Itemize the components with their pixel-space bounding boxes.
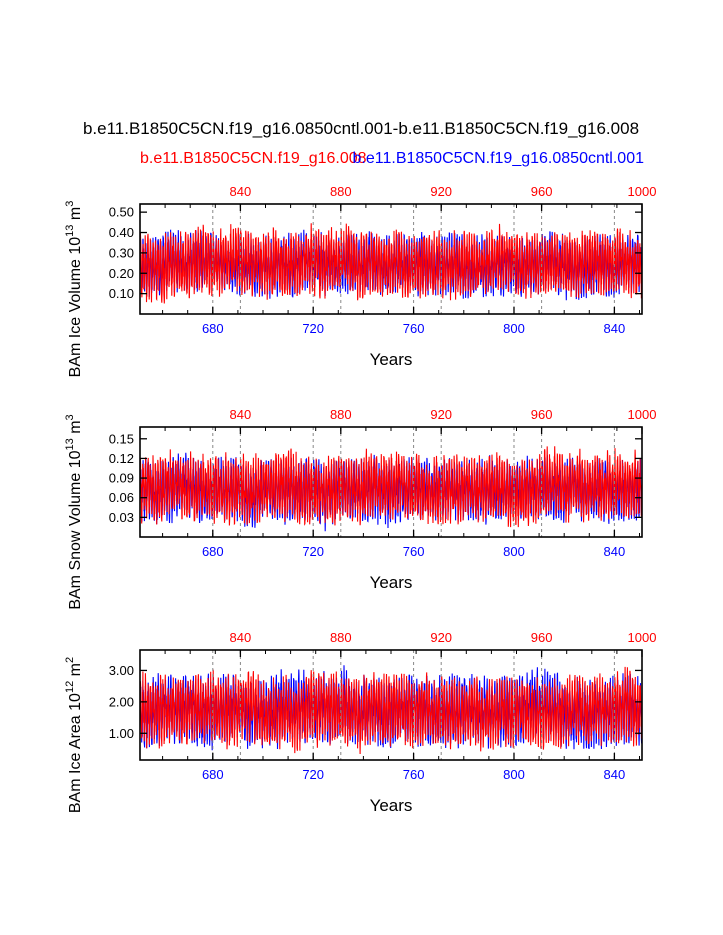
x-bottom-tick-label: 680 xyxy=(202,767,224,782)
y-tick-label: 0.50 xyxy=(109,205,134,220)
main-title: b.e11.B1850C5CN.f19_g16.0850cntl.001-b.e… xyxy=(83,119,639,138)
x-top-tick-label: 1000 xyxy=(628,630,657,645)
series-line-red xyxy=(140,666,642,755)
x-bottom-tick-label: 840 xyxy=(604,767,626,782)
x-top-tick-label: 1000 xyxy=(628,184,657,199)
x-top-tick-label: 840 xyxy=(230,630,252,645)
x-top-tick-label: 840 xyxy=(230,407,252,422)
y-label-unit: m xyxy=(67,663,84,681)
x-axis-label: Years xyxy=(370,350,413,369)
series-line-red xyxy=(140,223,642,304)
x-top-tick-label: 840 xyxy=(230,184,252,199)
y-tick-label: 1.00 xyxy=(109,726,134,741)
y-label-exponent: 13 xyxy=(64,438,76,450)
y-label-main: BAm Ice Area 10 xyxy=(67,693,84,813)
y-label-unit-exponent: 3 xyxy=(64,414,76,420)
x-top-tick-label: 920 xyxy=(430,184,452,199)
x-top-tick-label: 880 xyxy=(330,184,352,199)
y-tick-label: 0.12 xyxy=(109,451,134,466)
x-axis-label: Years xyxy=(370,573,413,592)
x-top-tick-label: 920 xyxy=(430,407,452,422)
x-bottom-tick-label: 840 xyxy=(604,321,626,336)
y-tick-label: 0.20 xyxy=(109,266,134,281)
y-tick-label: 0.15 xyxy=(109,431,134,446)
x-top-tick-label: 960 xyxy=(531,184,553,199)
chart-panel-3: 680 720 760 800 840 840 880 920 960 1000 1.00 2.00 3… xyxy=(64,630,656,815)
y-axis-label: BAm Snow Volume 1013 m3 xyxy=(64,414,84,609)
y-label-main: BAm Ice Volume 10 xyxy=(67,237,84,378)
y-label-unit: m xyxy=(67,420,84,438)
y-tick-label: 0.09 xyxy=(109,471,134,486)
x-top-tick-label: 880 xyxy=(330,630,352,645)
x-bottom-tick-label: 720 xyxy=(302,767,324,782)
x-top-tick-label: 960 xyxy=(531,407,553,422)
x-bottom-tick-label: 800 xyxy=(503,767,525,782)
x-top-tick-label: 880 xyxy=(330,407,352,422)
y-label-exponent: 12 xyxy=(64,681,76,693)
y-label-unit-exponent: 2 xyxy=(64,657,76,663)
y-tick-label: 0.40 xyxy=(109,225,134,240)
x-top-tick-label: 960 xyxy=(531,630,553,645)
x-bottom-tick-label: 680 xyxy=(202,321,224,336)
y-tick-label: 0.06 xyxy=(109,490,134,505)
y-tick-label: 0.03 xyxy=(109,510,134,525)
y-label-unit-exponent: 3 xyxy=(64,201,76,207)
x-bottom-tick-label: 760 xyxy=(403,321,425,336)
x-axis-label: Years xyxy=(370,796,413,815)
y-label-exponent: 13 xyxy=(64,225,76,237)
legend-blue-label: b.e11.B1850C5CN.f19_g16.0850cntl.001 xyxy=(353,150,645,167)
x-bottom-tick-label: 760 xyxy=(403,767,425,782)
x-bottom-tick-label: 720 xyxy=(302,544,324,559)
legend-red-label: b.e11.B1850C5CN.f19_g16.008 xyxy=(140,150,367,167)
x-bottom-tick-label: 680 xyxy=(202,544,224,559)
y-axis-label: BAm Ice Area 1012 m2 xyxy=(64,657,84,813)
y-tick-label: 0.10 xyxy=(109,286,134,301)
y-tick-label: 0.30 xyxy=(109,245,134,260)
x-top-tick-label: 920 xyxy=(430,630,452,645)
x-bottom-tick-label: 840 xyxy=(604,544,626,559)
series-line-red xyxy=(140,446,642,528)
y-label-unit: m xyxy=(67,207,84,225)
x-top-tick-label: 1000 xyxy=(628,407,657,422)
x-bottom-tick-label: 800 xyxy=(503,544,525,559)
x-bottom-tick-label: 800 xyxy=(503,321,525,336)
y-label-main: BAm Snow Volume 10 xyxy=(67,450,84,609)
x-bottom-tick-label: 760 xyxy=(403,544,425,559)
chart-panel-2: 680 720 760 800 840 840 880 920 960 1000 0.03 0.06 0… xyxy=(64,407,656,610)
y-tick-label: 2.00 xyxy=(109,694,134,709)
y-tick-label: 3.00 xyxy=(109,663,134,678)
chart-panel-1: 680 720 760 800 840 840 880 920 960 1000 0.10 0.20 0… xyxy=(64,184,656,377)
x-bottom-tick-label: 720 xyxy=(302,321,324,336)
y-axis-label: BAm Ice Volume 1013 m3 xyxy=(64,201,84,378)
